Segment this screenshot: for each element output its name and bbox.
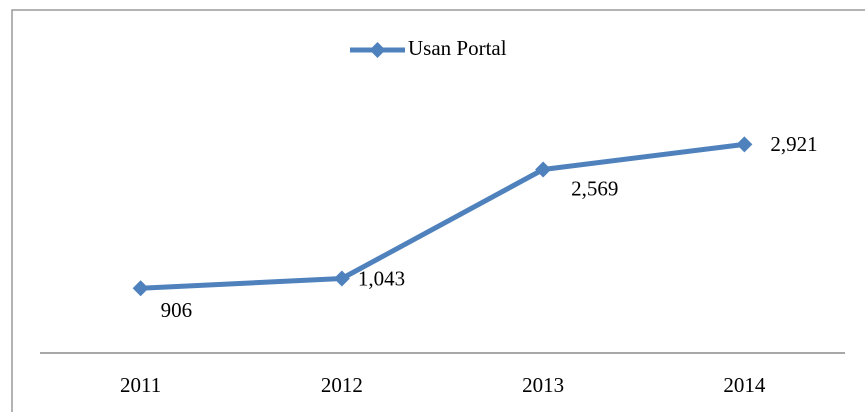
- data-label: 2,921: [770, 132, 817, 156]
- data-label: 1,043: [358, 266, 405, 290]
- data-point: [535, 161, 552, 178]
- data-line: [140, 141, 745, 291]
- legend-marker: [369, 42, 386, 58]
- data-point: [736, 136, 753, 153]
- x-tick-label: 2012: [321, 373, 363, 397]
- data-point: [132, 280, 149, 297]
- chart-frame: [11, 9, 865, 412]
- data-label: 2,569: [571, 176, 618, 200]
- x-tick-label: 2013: [522, 373, 564, 397]
- legend-label: Usan Portal: [408, 36, 507, 60]
- x-tick-label: 2014: [723, 373, 766, 397]
- data-label: 906: [161, 298, 193, 322]
- x-tick-label: 2011: [120, 373, 161, 397]
- data-point: [333, 270, 350, 287]
